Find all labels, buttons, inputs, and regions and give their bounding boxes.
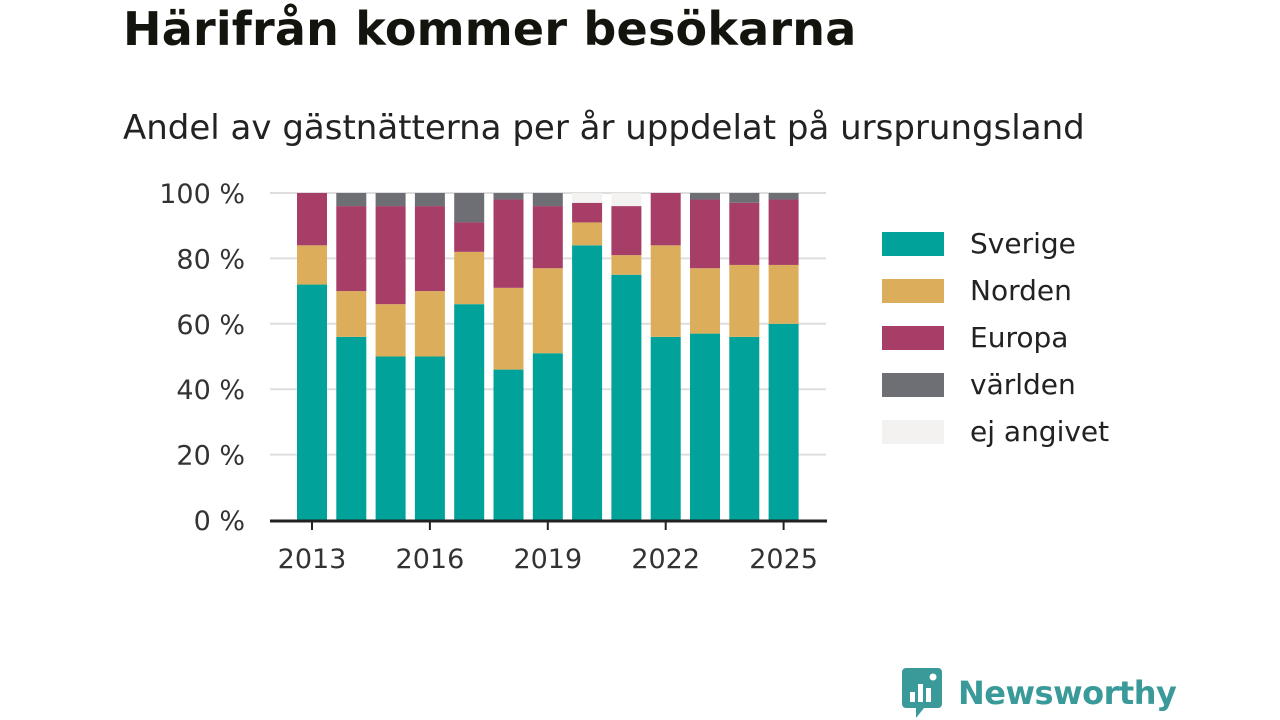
- brand-logo: Newsworthy: [902, 668, 1177, 718]
- bar-segment-europa-2021: [611, 206, 642, 256]
- legend-label: ej angivet: [970, 415, 1110, 448]
- bar-segment-sverige-2021: [611, 274, 642, 520]
- legend-swatch: [882, 278, 944, 303]
- bar-segment-världen-2014: [336, 193, 367, 207]
- bar-segment-sverige-2016: [414, 356, 445, 520]
- legend-label: Sverige: [970, 227, 1076, 260]
- bar-segment-sverige-2022: [650, 336, 681, 520]
- bar-segment-sverige-2025: [768, 323, 799, 520]
- y-tick-label: 100 %: [159, 179, 245, 210]
- legend-swatch: [882, 325, 944, 350]
- bar-segment-norden-2019: [532, 268, 563, 354]
- bar-segment-ej-angivet-2021: [611, 193, 642, 207]
- bar-segment-europa-2025: [768, 199, 799, 265]
- legend-label: världen: [970, 368, 1076, 401]
- bar-segment-europa-2020: [572, 202, 603, 223]
- bar-segment-norden-2025: [768, 264, 799, 324]
- bar-segment-världen-2023: [690, 193, 720, 200]
- bar-segment-europa-2014: [336, 206, 367, 292]
- y-axis-ticks: 0 % 20 % 40 % 60 % 80 % 100 %: [159, 179, 245, 537]
- bar-segment-världen-2015: [375, 193, 406, 207]
- bar-segment-norden-2018: [493, 287, 524, 370]
- chart-title: Härifrån kommer besökarna: [123, 2, 857, 56]
- y-tick-label: 80 %: [176, 244, 245, 275]
- legend-item: världen: [882, 361, 1109, 408]
- bar-segment-världen-2024: [729, 193, 760, 203]
- bar-segment-europa-2017: [454, 222, 485, 252]
- bar-segment-norden-2017: [454, 251, 485, 305]
- brand-name: Newsworthy: [958, 674, 1177, 712]
- bar-segment-norden-2021: [611, 255, 642, 275]
- bar-segment-norden-2023: [690, 268, 720, 334]
- x-tick-label: 2019: [513, 544, 582, 575]
- bar-segment-sverige-2024: [729, 336, 760, 520]
- bar-segment-europa-2024: [729, 202, 760, 265]
- bar-segment-sverige-2014: [336, 336, 367, 520]
- bar-segment-norden-2022: [650, 245, 681, 337]
- bar-segment-sverige-2023: [690, 333, 720, 520]
- bar-segment-europa-2023: [690, 199, 720, 269]
- legend-swatch: [882, 372, 944, 397]
- x-tick-label: 2013: [278, 544, 347, 575]
- legend-swatch: [882, 419, 944, 444]
- x-tick-label: 2016: [396, 544, 465, 575]
- bar-segment-sverige-2020: [572, 245, 603, 520]
- x-axis-ticks: 2013 2016 2019 2022 2025: [278, 521, 818, 575]
- legend-item: Norden: [882, 267, 1109, 314]
- legend-item: Sverige: [882, 220, 1109, 267]
- bar-segment-europa-2013: [297, 193, 327, 246]
- y-tick-label: 40 %: [176, 375, 245, 406]
- legend-item: ej angivet: [882, 408, 1109, 455]
- bar-segment-norden-2024: [729, 264, 760, 337]
- legend-label: Norden: [970, 274, 1072, 307]
- bar-segment-sverige-2019: [532, 353, 563, 520]
- chart-subtitle: Andel av gästnätterna per år uppdelat på…: [123, 108, 1085, 148]
- bar-segment-norden-2013: [297, 245, 327, 285]
- bars: [270, 193, 827, 523]
- bar-segment-norden-2016: [414, 291, 445, 357]
- bar-segment-världen-2025: [768, 193, 799, 200]
- bar-segment-ej-angivet-2020: [572, 193, 603, 203]
- y-tick-label: 20 %: [176, 441, 245, 472]
- bar-chart-speech-bubble-icon: [902, 668, 942, 718]
- legend: Sverige Norden Europa världen ej angivet: [882, 220, 1109, 455]
- x-tick-label: 2025: [749, 544, 818, 575]
- bar-segment-europa-2019: [532, 206, 563, 269]
- bar-segment-europa-2022: [650, 193, 681, 246]
- legend-swatch: [882, 231, 944, 256]
- y-tick-label: 0 %: [194, 506, 245, 537]
- legend-item: Europa: [882, 314, 1109, 361]
- bar-segment-sverige-2017: [454, 304, 485, 520]
- bar-segment-europa-2018: [493, 199, 524, 288]
- legend-label: Europa: [970, 321, 1069, 354]
- bar-segment-världen-2017: [454, 193, 485, 223]
- bar-segment-världen-2018: [493, 193, 524, 200]
- bar-segment-sverige-2015: [375, 356, 406, 520]
- bar-segment-världen-2016: [414, 193, 445, 207]
- bar-segment-världen-2019: [532, 193, 563, 207]
- bar-segment-sverige-2013: [297, 284, 327, 520]
- bar-segment-europa-2016: [414, 206, 445, 292]
- bar-segment-norden-2015: [375, 304, 406, 357]
- bar-segment-norden-2020: [572, 222, 603, 246]
- x-tick-label: 2022: [631, 544, 700, 575]
- y-tick-label: 60 %: [176, 310, 245, 341]
- bar-segment-norden-2014: [336, 291, 367, 337]
- bar-segment-sverige-2018: [493, 369, 524, 520]
- bar-segment-europa-2015: [375, 206, 406, 305]
